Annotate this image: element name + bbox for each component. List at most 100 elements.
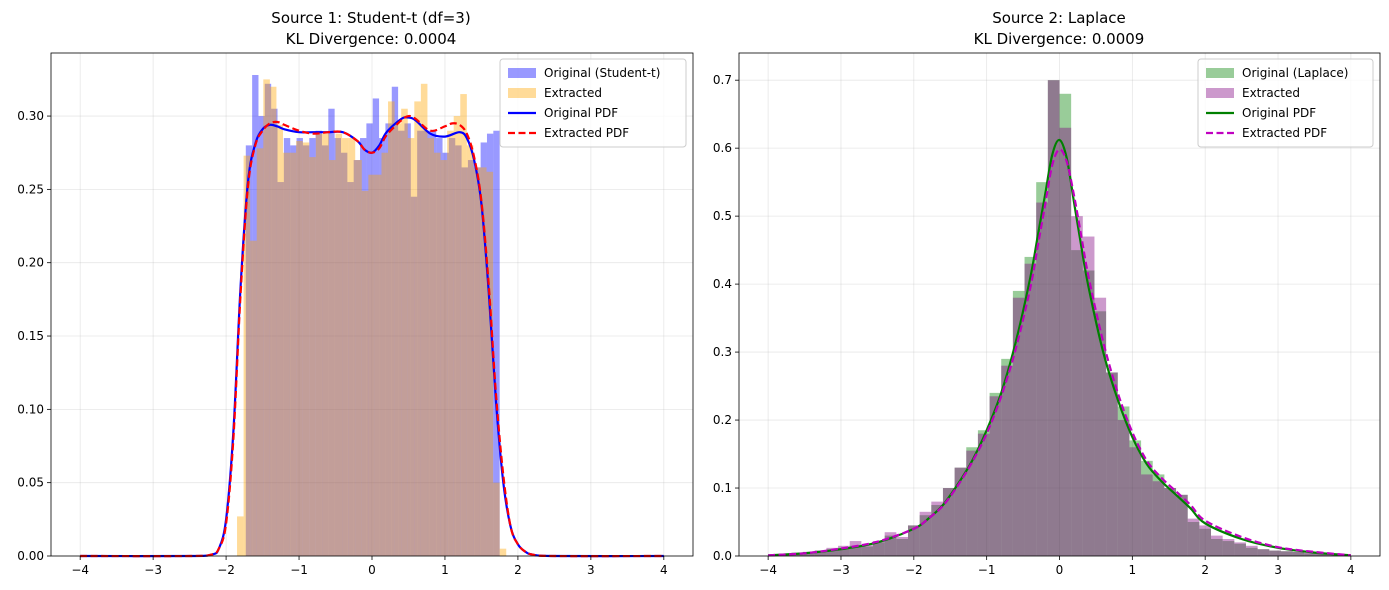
- histogram-bar: [977, 430, 990, 556]
- histogram-bar: [417, 130, 424, 557]
- histogram-bar: [977, 433, 990, 556]
- chart-source-1: Source 1: Student-t (df=3) KL Divergence…: [17, 9, 694, 577]
- histogram-bar: [302, 142, 310, 556]
- histogram-bar: [360, 138, 367, 556]
- legend-box: [499, 58, 687, 148]
- histogram-bar: [954, 467, 967, 556]
- histogram-bar: [493, 130, 500, 557]
- x-tick-label: −2: [905, 563, 923, 577]
- histogram-bar: [379, 138, 386, 556]
- histogram-bar: [271, 108, 278, 556]
- histogram-bar: [283, 138, 291, 556]
- histogram-bar: [1024, 256, 1037, 556]
- histogram-bar: [1304, 553, 1316, 556]
- y-tick-label: 0.1: [713, 481, 732, 495]
- y-tick-label: 0.10: [17, 402, 44, 416]
- histogram-bar: [1036, 202, 1048, 557]
- histogram-bar: [321, 145, 329, 556]
- histogram-bar: [322, 133, 329, 556]
- x-tick-label: 2: [514, 563, 522, 577]
- histogram-bar: [1280, 551, 1293, 556]
- chart-title-line-1: Source 1: Student-t (df=3): [271, 9, 470, 27]
- histogram-bar: [237, 516, 244, 556]
- histogram-bar: [335, 133, 343, 556]
- histogram-bar: [466, 145, 474, 556]
- histogram-bar: [347, 182, 354, 556]
- histogram-bar: [473, 167, 480, 557]
- y-tick-label: 0.30: [17, 109, 44, 123]
- x-tick-label: −1: [978, 563, 996, 577]
- histogram-bar: [942, 488, 955, 556]
- legend-label: Original (Student-t): [544, 66, 660, 80]
- legend-label: Original PDF: [1242, 106, 1316, 120]
- axis-ticks: −4 −3 −2 −1 0 1 2 3 4 0.00 0.05 0.10 0.15 0.20 0.25 0.3…: [17, 109, 667, 577]
- histogram-bar: [1199, 525, 1212, 556]
- histogram-bar: [1280, 551, 1293, 556]
- histogram-bar: [1222, 539, 1235, 556]
- histogram-bar: [884, 532, 897, 556]
- histogram-bar: [849, 545, 862, 556]
- histogram-bar: [1327, 554, 1340, 556]
- chart-source-2: Source 2: Laplace KL Divergence: 0.0009 …: [713, 9, 1381, 577]
- histogram-bar: [252, 74, 259, 557]
- histogram-bar: [1269, 550, 1281, 556]
- y-tick-label: 0.0: [713, 549, 732, 563]
- histogram-bar: [448, 138, 456, 556]
- histogram-bar: [302, 145, 310, 556]
- histogram-bar: [1047, 80, 1060, 557]
- histogram-bar: [427, 138, 435, 556]
- histogram-bar: [342, 138, 349, 556]
- histogram-bar: [309, 138, 316, 556]
- histogram-bar: [907, 525, 920, 556]
- histogram-bar: [1315, 553, 1328, 556]
- legend-swatch: [1206, 68, 1234, 78]
- histogram-bar: [353, 160, 361, 556]
- histogram-bar: [447, 130, 454, 557]
- chart-title-line-2: KL Divergence: 0.0009: [974, 30, 1145, 48]
- histogram-bar: [374, 174, 382, 556]
- histogram-bar: [1047, 80, 1060, 557]
- histogram-bar: [1094, 297, 1107, 556]
- pdf-line-extracted: [80, 114, 664, 558]
- histogram-bar: [954, 467, 967, 556]
- histogram-bar: [385, 123, 392, 556]
- chart-title-line-2: KL Divergence: 0.0004: [286, 30, 457, 48]
- histogram-bar: [1117, 420, 1130, 556]
- histogram-bar: [1059, 127, 1072, 557]
- histogram-bar: [1327, 554, 1340, 556]
- histogram-bar: [1082, 270, 1095, 556]
- histogram-bar: [429, 130, 437, 557]
- histogram-bar: [436, 138, 443, 556]
- histogram-bar: [388, 101, 395, 556]
- histogram-bar: [1292, 551, 1305, 556]
- histogram-bar: [1187, 518, 1200, 556]
- histogram-bar: [355, 160, 362, 556]
- histogram-bar: [1152, 474, 1165, 556]
- histogram-bar: [1106, 372, 1118, 556]
- x-tick-label: 1: [441, 563, 449, 577]
- histogram-bar: [289, 152, 297, 556]
- histogram-bar: [849, 541, 862, 556]
- histogram-bar: [440, 160, 448, 556]
- x-tick-label: −1: [290, 563, 308, 577]
- histogram-bar: [919, 511, 932, 556]
- histogram-bar: [423, 130, 430, 557]
- histogram-bar: [1176, 494, 1188, 556]
- histogram-bar: [1141, 460, 1153, 556]
- x-tick-label: −4: [71, 563, 89, 577]
- histogram-bar: [1187, 522, 1200, 556]
- y-tick-label: 0.7: [713, 73, 732, 87]
- histogram-bar: [499, 548, 507, 556]
- histogram-bar: [243, 155, 251, 556]
- histogram-bar: [1211, 535, 1223, 556]
- y-tick-label: 0.5: [713, 209, 732, 223]
- histogram-bar: [1234, 542, 1246, 556]
- histogram-bar: [1117, 406, 1130, 556]
- histogram-bar: [394, 123, 402, 556]
- axis-ticks: −4 −3 −2 −1 0 1 2 3 4 0.0 0.1 0.2 0.3 0.4 0.5 0.6 0.7: [713, 73, 1355, 577]
- legend-label: Extracted: [544, 86, 602, 100]
- histogram-bar: [404, 123, 411, 556]
- histogram-bar: [1257, 549, 1270, 556]
- histogram-bar: [414, 101, 421, 556]
- histogram-bar: [1211, 539, 1223, 556]
